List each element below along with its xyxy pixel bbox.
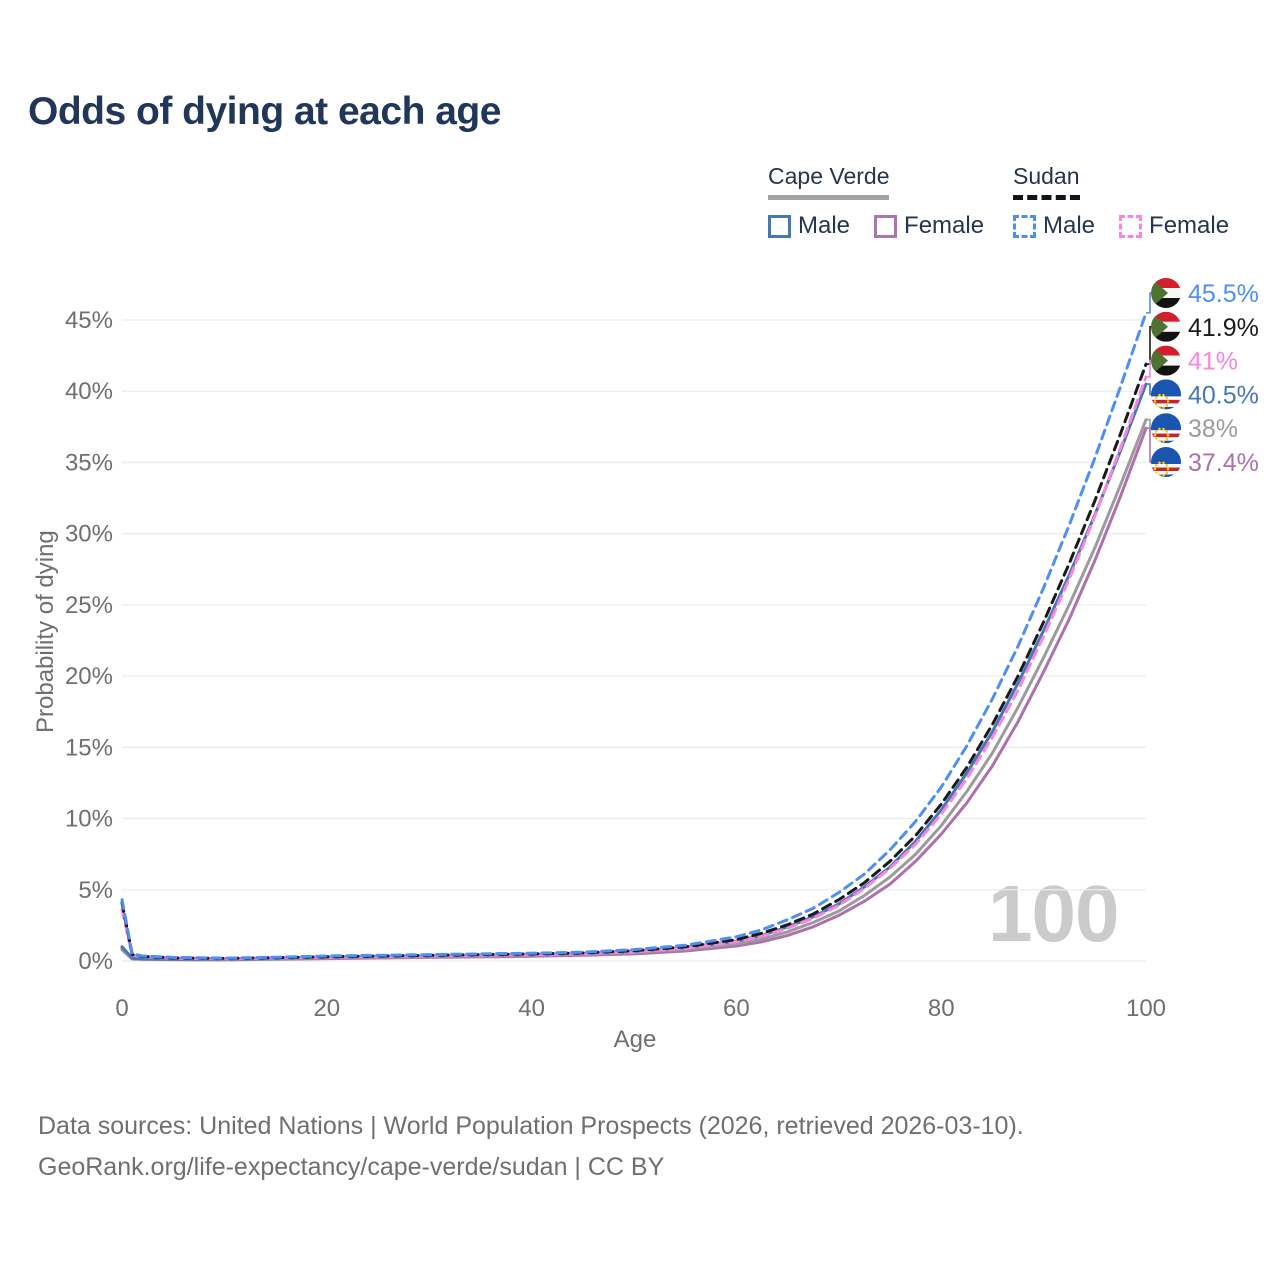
x-tick-label: 40 xyxy=(518,995,545,1022)
end-value-label: 41.9% xyxy=(1188,314,1259,342)
sudan-flag-icon xyxy=(1151,278,1181,308)
y-axis-title: Probability of dying xyxy=(32,530,59,733)
y-tick-label: 40% xyxy=(65,378,113,405)
footer-link[interactable]: GeoRank.org/life-expectancy/cape-verde/s… xyxy=(38,1153,665,1181)
end-value-label: 40.5% xyxy=(1188,381,1259,409)
legend-country-cape-verde[interactable]: Cape Verde xyxy=(768,163,890,200)
cape-verde-flag-icon xyxy=(1151,379,1181,410)
cape-verde-flag-icon xyxy=(1151,413,1181,444)
legend-swatch-sudan-male xyxy=(1013,214,1036,238)
y-tick-label: 10% xyxy=(65,806,113,833)
y-tick-label: 25% xyxy=(65,592,113,619)
footer: Data sources: United Nations | World Pop… xyxy=(38,1106,1024,1188)
legend-country-sudan[interactable]: Sudan xyxy=(1013,163,1080,200)
legend-swatch-cape-verde-female xyxy=(874,214,898,238)
page-title: Odds of dying at each age xyxy=(28,90,501,133)
sudan-flag-icon xyxy=(1151,345,1181,376)
end-label-connector xyxy=(1146,427,1152,463)
series-line-sudan-both-sexes[interactable] xyxy=(120,362,1148,960)
legend-swatch-sudan-female xyxy=(1119,214,1143,238)
end-value-label: 41% xyxy=(1188,348,1238,376)
series-line-sudan-male[interactable] xyxy=(120,311,1148,960)
x-tick-label: 100 xyxy=(1126,995,1166,1022)
end-label-connector xyxy=(1146,292,1152,314)
legend-item-cape-verde-female[interactable]: Female xyxy=(874,212,984,240)
y-tick-label: 15% xyxy=(65,734,113,761)
y-tick-label: 30% xyxy=(65,521,113,548)
legend-item-sudan-female[interactable]: Female xyxy=(1119,212,1229,240)
y-tick-label: 5% xyxy=(78,877,113,904)
end-value-label: 38% xyxy=(1188,415,1238,443)
legend-swatch-cape-verde-male xyxy=(768,214,791,238)
legend-group-cape-verde: Cape Verde Male Female xyxy=(768,163,984,240)
end-value-label: 37.4% xyxy=(1188,449,1259,477)
legend-item-sudan-male[interactable]: Male xyxy=(1013,212,1095,240)
y-tick-label: 20% xyxy=(65,663,113,690)
age-100-watermark: 100 xyxy=(988,869,1119,958)
legend-group-sudan: Sudan Male Female xyxy=(1013,163,1229,240)
legend-label-sudan-female: Female xyxy=(1149,212,1230,239)
x-tick-label: 80 xyxy=(928,995,955,1022)
x-tick-label: 0 xyxy=(115,995,128,1022)
cape-verde-flag-icon xyxy=(1151,447,1181,477)
legend-label-cape-verde-male: Male xyxy=(798,212,851,239)
x-tick-label: 60 xyxy=(723,995,750,1022)
footer-sources: Data sources: United Nations | World Pop… xyxy=(38,1112,1024,1140)
end-value-label: 45.5% xyxy=(1188,280,1259,308)
legend-item-cape-verde-male[interactable]: Male xyxy=(768,212,850,240)
y-tick-label: 45% xyxy=(65,307,113,334)
series-line-sudan-female[interactable] xyxy=(120,375,1148,961)
legend-label-cape-verde-female: Female xyxy=(904,212,985,239)
end-label-connector xyxy=(1146,325,1152,365)
series-line-cape-verde-both-sexes[interactable] xyxy=(120,418,1148,962)
sudan-flag-icon xyxy=(1151,311,1181,342)
series-line-cape-verde-female[interactable] xyxy=(120,426,1148,962)
y-tick-label: 35% xyxy=(65,449,113,476)
series-line-cape-verde-male[interactable] xyxy=(120,382,1148,961)
legend-label-sudan-male: Male xyxy=(1043,212,1096,239)
y-tick-label: 0% xyxy=(78,948,113,975)
x-tick-label: 20 xyxy=(313,995,340,1022)
x-axis-title: Age xyxy=(613,1026,657,1053)
